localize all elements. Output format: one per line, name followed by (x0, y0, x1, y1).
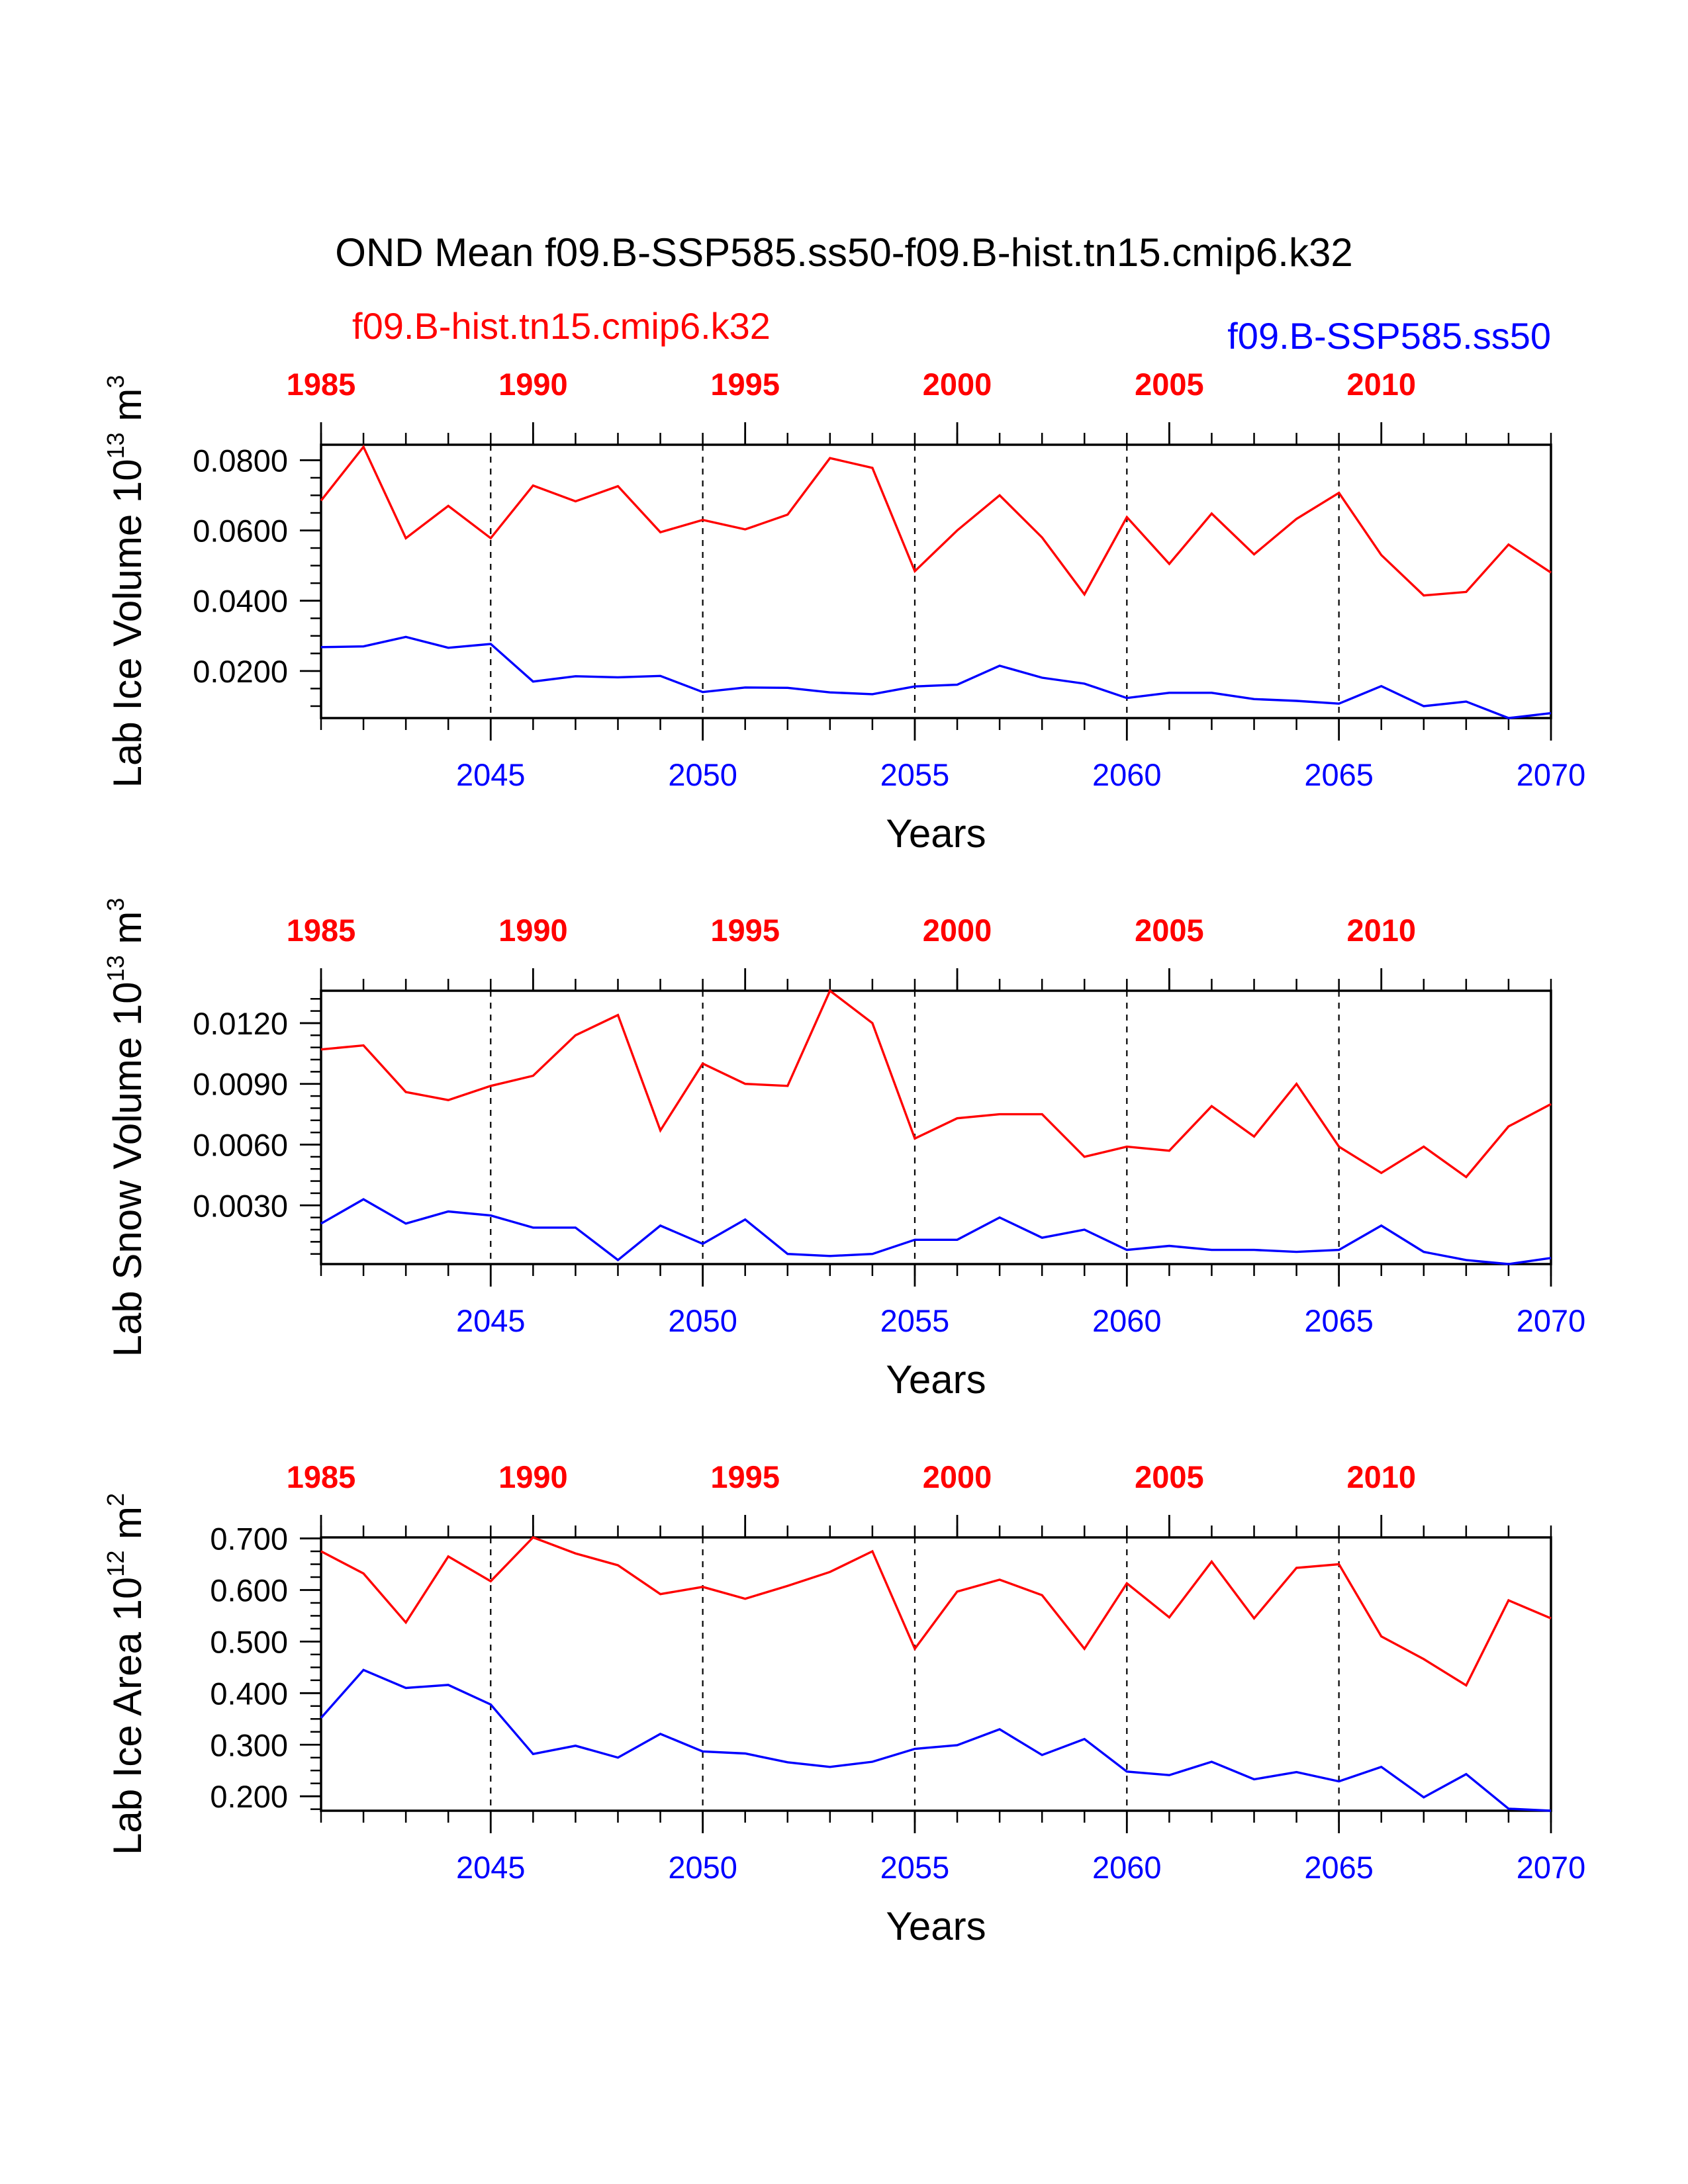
x-top-tick-label: 1990 (498, 367, 568, 402)
series-line-ssp (320, 635, 1552, 719)
y-axis-title-ylabel-unit-exp: 3 (102, 375, 129, 388)
x-top-tick-label: 1985 (287, 913, 356, 948)
x-top-tick-label: 2005 (1135, 913, 1204, 948)
y-axis-title-ylabel-unit: m (105, 388, 150, 433)
x-tick-label: 2065 (1304, 757, 1374, 792)
x-tick-label: 2060 (1092, 1303, 1162, 1338)
plot-frame (320, 989, 1552, 1265)
x-top-tick-label: 2000 (923, 913, 992, 948)
plot-frame (320, 443, 1552, 719)
panel-1: 2045 2050 2055 2060 2065 2070 1985 1990 1995 2000… (102, 367, 1585, 856)
y-axis-title-ylabel: Lab Ice Area 10 (105, 1577, 150, 1855)
y-axis-title-ylabel: Lab Ice Volume 10 (105, 459, 150, 788)
y-tick-label: 0.0800 (193, 443, 288, 478)
x-tick-label: 2065 (1304, 1303, 1374, 1338)
x-tick-label: 2045 (456, 1303, 526, 1338)
x-tick-label: 2070 (1517, 1850, 1586, 1885)
x-axis-title: Years (886, 1357, 986, 1402)
series-line-ssp (320, 1668, 1552, 1812)
y-tick-label: 0.300 (210, 1727, 288, 1762)
y-axis-title: Lab Ice Area 1012 m2 (102, 1493, 150, 1855)
y-axis-title-ylabel: Lab Snow Volume 10 (105, 981, 150, 1357)
x-axis-title: Years (886, 811, 986, 856)
series-line-ssp (320, 1198, 1552, 1265)
plot-frame (320, 1536, 1552, 1812)
y-tick-label: 0.0200 (193, 654, 288, 689)
x-top-tick-label: 1985 (287, 367, 356, 402)
ssp-label: f09.B-SSP585.ss50 (1227, 315, 1551, 357)
y-tick-label: 0.700 (210, 1522, 288, 1557)
x-tick-label: 2055 (880, 1303, 950, 1338)
y-axis-title-ylabel-exp: 13 (102, 432, 129, 459)
series-line-hist (320, 1536, 1552, 1688)
y-tick-label: 0.400 (210, 1676, 288, 1711)
x-tick-label: 2060 (1092, 1850, 1162, 1885)
y-tick-label: 0.0090 (193, 1067, 288, 1102)
x-top-tick-label: 2000 (923, 367, 992, 402)
x-top-tick-label: 1995 (710, 367, 780, 402)
y-tick-label: 0.0030 (193, 1188, 288, 1223)
x-top-tick-label: 1985 (287, 1459, 356, 1494)
y-tick-label: 0.600 (210, 1572, 288, 1608)
x-top-tick-label: 1990 (498, 1459, 568, 1494)
x-tick-label: 2050 (668, 1303, 737, 1338)
x-top-tick-label: 1995 (710, 913, 780, 948)
hist-label: f09.B-hist.tn15.cmip6.k32 (352, 305, 771, 347)
y-axis-title: Lab Ice Volume 1013 m3 (102, 375, 150, 788)
y-tick-label: 0.0120 (193, 1006, 288, 1041)
series-line-hist (320, 444, 1552, 597)
y-axis-title-ylabel-unit: m (105, 911, 150, 956)
x-tick-label: 2070 (1517, 757, 1586, 792)
y-axis-title-ylabel-exp: 12 (102, 1551, 129, 1577)
y-axis-title-ylabel-exp: 13 (102, 955, 129, 981)
x-tick-label: 2055 (880, 1850, 950, 1885)
x-tick-label: 2045 (456, 757, 526, 792)
x-tick-label: 2055 (880, 757, 950, 792)
x-tick-label: 2065 (1304, 1850, 1374, 1885)
x-top-tick-label: 1995 (710, 1459, 780, 1494)
y-axis-title: Lab Snow Volume 1013 m3 (102, 898, 150, 1357)
chart-title: OND Mean f09.B-SSP585.ss50-f09.B-hist.tn… (335, 230, 1352, 275)
x-tick-label: 2060 (1092, 757, 1162, 792)
y-axis-title-ylabel-unit: m (105, 1506, 150, 1551)
x-top-tick-label: 2010 (1346, 367, 1416, 402)
y-axis-title-ylabel-unit-exp: 2 (102, 1493, 129, 1506)
x-tick-label: 2050 (668, 757, 737, 792)
y-tick-label: 0.0060 (193, 1128, 288, 1163)
y-tick-label: 0.0600 (193, 514, 288, 549)
panels: 2045 2050 2055 2060 2065 2070 1985 1990 1995 2000… (102, 367, 1585, 1948)
x-top-tick-label: 2000 (923, 1459, 992, 1494)
y-tick-label: 0.500 (210, 1624, 288, 1659)
x-top-tick-label: 2010 (1346, 1459, 1416, 1494)
x-top-tick-label: 2005 (1135, 1459, 1204, 1494)
y-axis-title-ylabel-unit-exp: 3 (102, 898, 129, 911)
x-tick-label: 2045 (456, 1850, 526, 1885)
x-top-tick-label: 2005 (1135, 367, 1204, 402)
x-axis-title: Years (886, 1904, 986, 1948)
panel-3: 2045 2050 2055 2060 2065 2070 1985 1990 1995 2000… (102, 1459, 1585, 1948)
y-tick-label: 0.0400 (193, 584, 288, 619)
x-tick-label: 2070 (1517, 1303, 1586, 1338)
series-line-hist (320, 989, 1552, 1179)
panel-2: 2045 2050 2055 2060 2065 2070 1985 1990 1995 2000… (102, 898, 1585, 1402)
x-top-tick-label: 1990 (498, 913, 568, 948)
y-tick-label: 0.200 (210, 1779, 288, 1814)
x-tick-label: 2050 (668, 1850, 737, 1885)
x-top-tick-label: 2010 (1346, 913, 1416, 948)
